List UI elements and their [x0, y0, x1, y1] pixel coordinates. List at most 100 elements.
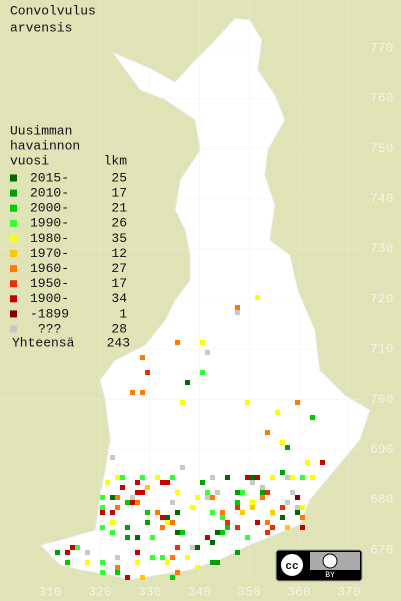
observation — [150, 535, 155, 540]
legend-count: 21 — [111, 201, 127, 216]
observation — [175, 340, 180, 345]
by-icon — [322, 553, 338, 569]
legend-heading: lkm — [104, 153, 128, 168]
x-label: 310 — [38, 584, 61, 599]
legend-count: 34 — [111, 291, 127, 306]
observation — [170, 575, 175, 580]
observation — [155, 510, 160, 515]
observation — [205, 535, 210, 540]
y-label: 680 — [370, 492, 393, 507]
observation — [100, 570, 105, 575]
legend-count: 28 — [111, 321, 127, 336]
legend-count: 25 — [111, 170, 127, 185]
observation — [235, 505, 240, 510]
legend-swatch — [10, 295, 17, 303]
observation — [285, 475, 290, 480]
observation — [225, 520, 230, 525]
observation — [260, 485, 265, 490]
observation — [160, 480, 165, 485]
observation — [200, 370, 205, 375]
observation — [175, 545, 180, 550]
y-label: 730 — [370, 241, 393, 256]
observation — [165, 515, 170, 520]
observation — [140, 475, 145, 480]
observation — [115, 565, 120, 570]
observation — [140, 390, 145, 395]
legend-label: 2015- — [30, 170, 69, 185]
observation — [165, 480, 170, 485]
legend-label: -1899 — [30, 306, 69, 321]
observation — [270, 475, 275, 480]
total-label: Yhteensä — [12, 335, 75, 350]
legend-label: 1960- — [30, 261, 69, 276]
observation — [265, 490, 270, 495]
observation — [145, 370, 150, 375]
observation — [185, 555, 190, 560]
observation — [130, 500, 135, 505]
legend-swatch — [10, 250, 17, 257]
observation — [125, 535, 130, 540]
observation — [190, 505, 195, 510]
observation — [275, 410, 280, 415]
legend-swatch — [10, 204, 17, 212]
observation — [265, 430, 270, 435]
observation — [100, 505, 105, 510]
observation — [135, 500, 140, 505]
observation — [135, 490, 140, 495]
observation — [245, 475, 250, 480]
observation — [200, 480, 205, 485]
observation — [175, 490, 180, 495]
observation — [170, 475, 175, 480]
x-label: 360 — [287, 584, 310, 599]
legend-count: 27 — [111, 261, 127, 276]
legend-heading: havainnon — [10, 138, 80, 153]
observation — [235, 305, 240, 310]
observation — [110, 455, 115, 460]
observation — [175, 570, 180, 575]
legend-count: 12 — [111, 246, 127, 261]
observation — [205, 495, 210, 500]
observation — [210, 510, 215, 515]
observation — [110, 510, 115, 515]
observation — [115, 495, 120, 500]
observation — [195, 545, 200, 550]
observation — [135, 550, 140, 555]
observation — [280, 505, 285, 510]
observation — [255, 520, 260, 525]
title: arvensis — [10, 20, 72, 35]
title: Convolvulus — [10, 3, 96, 18]
x-label: 340 — [188, 584, 211, 599]
observation — [85, 560, 90, 565]
y-label: 710 — [370, 342, 393, 357]
observation — [100, 510, 105, 515]
observation — [295, 400, 300, 405]
observation — [235, 500, 240, 505]
observation — [245, 400, 250, 405]
observation — [100, 495, 105, 500]
x-label: 370 — [337, 584, 360, 599]
observation — [150, 555, 155, 560]
observation — [255, 475, 260, 480]
observation — [110, 530, 115, 535]
observation — [135, 560, 140, 565]
observation — [270, 525, 275, 530]
observation — [110, 495, 115, 500]
observation — [295, 505, 300, 510]
y-label: 740 — [370, 191, 393, 206]
observation — [75, 545, 80, 550]
legend-label: 1970- — [30, 246, 69, 261]
y-label: 750 — [370, 141, 393, 156]
observation — [215, 530, 220, 535]
observation — [175, 510, 180, 515]
legend-count: 26 — [111, 216, 127, 231]
observation — [155, 475, 160, 480]
observation — [235, 490, 240, 495]
y-label: 670 — [370, 542, 393, 557]
observation — [185, 380, 190, 385]
observation — [160, 525, 165, 530]
observation — [250, 480, 255, 485]
observation — [280, 515, 285, 520]
observation — [140, 490, 145, 495]
observation — [125, 500, 130, 505]
observation — [165, 560, 170, 565]
